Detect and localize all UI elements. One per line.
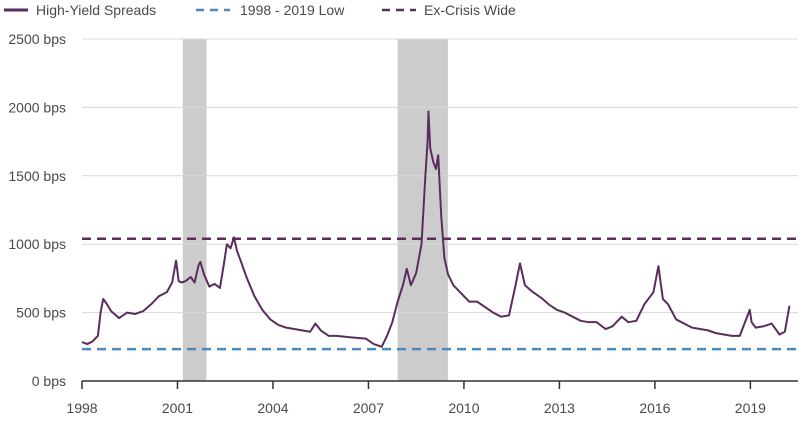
- x-tick-label: 2010: [448, 400, 479, 416]
- series-line-high-yield-spreads: [81, 110, 791, 348]
- recession-bands: [182, 39, 448, 381]
- y-tick-label: 0 bps: [32, 373, 66, 389]
- recession-band-1: [182, 39, 207, 381]
- x-tick-label: 2019: [735, 400, 766, 416]
- y-tick-label: 2000 bps: [8, 99, 66, 115]
- x-tick-label: 2016: [639, 400, 670, 416]
- y-tick-label: 1500 bps: [8, 168, 66, 184]
- series-layer: [81, 110, 791, 348]
- x-tick-label: 2007: [353, 400, 384, 416]
- x-tick-label: 2004: [257, 400, 288, 416]
- y-tick-label: 1000 bps: [8, 236, 66, 252]
- legend: High-Yield Spreads 1998 - 2019 Low Ex-Cr…: [4, 2, 516, 18]
- legend-label-low: 1998 - 2019 Low: [240, 2, 345, 18]
- y-tick-label: 2500 bps: [8, 31, 66, 47]
- x-tick-label: 1998: [66, 400, 97, 416]
- x-axis: 1998 2001 2004 2007 2010 2013 2016 2019: [66, 380, 798, 416]
- legend-label-series: High-Yield Spreads: [36, 2, 156, 18]
- x-tick-label: 2013: [544, 400, 575, 416]
- legend-label-wide: Ex-Crisis Wide: [424, 2, 516, 18]
- y-tick-label: 500 bps: [16, 305, 66, 321]
- y-axis-ticks: 0 bps 500 bps 1000 bps 1500 bps 2000 bps 2500…: [8, 31, 66, 389]
- x-tick-label: 2001: [162, 400, 193, 416]
